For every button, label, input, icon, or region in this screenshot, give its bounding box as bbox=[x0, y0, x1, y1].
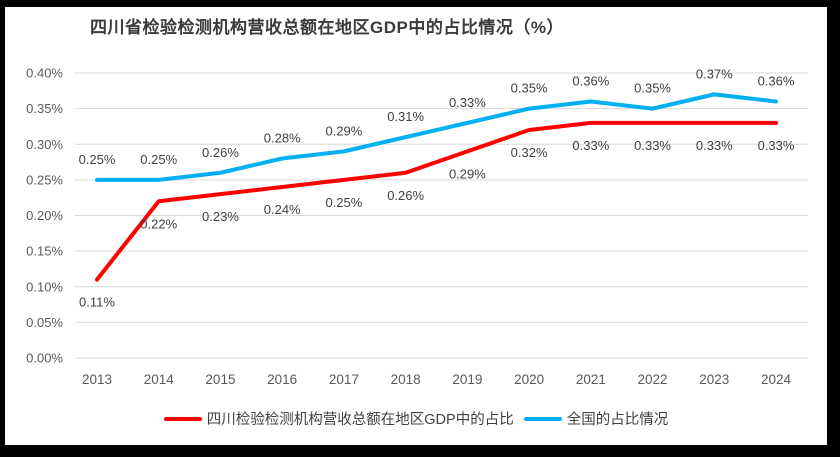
data-label: 0.11% bbox=[79, 295, 115, 310]
data-label: 0.37% bbox=[696, 66, 733, 81]
legend-label-sichuan: 四川检验检测机构营收总额在地区GDP中的占比 bbox=[206, 412, 514, 428]
series-line bbox=[95, 120, 779, 282]
y-tick-label: 0.40% bbox=[26, 66, 63, 81]
data-label: 0.29% bbox=[449, 166, 486, 181]
legend-line-swatch-blue bbox=[523, 416, 562, 421]
data-label: 0.29% bbox=[325, 123, 362, 138]
data-label: 0.35% bbox=[634, 81, 671, 96]
x-tick-label: 2021 bbox=[576, 372, 606, 387]
data-label: 0.33% bbox=[449, 95, 486, 110]
x-tick-label: 2020 bbox=[514, 372, 544, 387]
line-chart: 0.00% 0.05% 0.10% 0.15% 0.20% 0.25% 0.30% 0.35%… bbox=[26, 66, 808, 387]
data-label: 0.24% bbox=[264, 202, 301, 217]
x-tick-label: 2014 bbox=[144, 372, 175, 387]
data-label: 0.36% bbox=[758, 74, 795, 89]
x-tick-label: 2015 bbox=[205, 372, 235, 387]
x-tick-label: 2016 bbox=[267, 372, 297, 387]
x-tick-label: 2017 bbox=[329, 372, 359, 387]
data-label: 0.25% bbox=[325, 195, 362, 210]
data-label: 0.33% bbox=[696, 138, 733, 153]
y-tick-label: 0.00% bbox=[26, 351, 63, 366]
x-tick-label: 2018 bbox=[391, 372, 421, 387]
y-tick-label: 0.15% bbox=[26, 244, 63, 259]
legend-item-sichuan: 四川检验检测机构营收总额在地区GDP中的占比 bbox=[163, 408, 514, 429]
legend-label-national: 全国的占比情况 bbox=[566, 412, 669, 428]
data-label: 0.33% bbox=[572, 138, 609, 153]
y-tick-label: 0.05% bbox=[26, 315, 63, 330]
x-tick-label: 2022 bbox=[638, 372, 668, 387]
data-label: 0.25% bbox=[140, 152, 177, 167]
y-tick-label: 0.30% bbox=[26, 137, 63, 152]
legend-item-national: 全国的占比情况 bbox=[523, 408, 669, 429]
data-label: 0.35% bbox=[511, 81, 548, 96]
x-tick-label: 2024 bbox=[761, 372, 792, 387]
legend-line-swatch-red bbox=[163, 416, 202, 421]
data-label: 0.23% bbox=[202, 209, 239, 224]
x-tick-label: 2013 bbox=[82, 372, 112, 387]
data-label: 0.25% bbox=[79, 152, 116, 167]
y-tick-label: 0.20% bbox=[26, 208, 63, 223]
y-tick-label: 0.25% bbox=[26, 172, 63, 187]
data-label: 0.32% bbox=[511, 145, 548, 160]
data-label: 0.28% bbox=[264, 131, 301, 146]
data-label: 0.26% bbox=[387, 188, 424, 203]
data-label: 0.31% bbox=[387, 109, 424, 124]
data-label: 0.22% bbox=[140, 216, 177, 231]
data-label: 0.26% bbox=[202, 145, 239, 160]
y-tick-label: 0.10% bbox=[26, 279, 63, 294]
x-tick-label: 2023 bbox=[699, 372, 729, 387]
chart-legend: 四川检验检测机构营收总额在地区GDP中的占比 全国的占比情况 bbox=[5, 408, 827, 429]
data-label: 0.33% bbox=[758, 138, 795, 153]
series-line bbox=[95, 92, 779, 182]
chart-title: 四川省检验检测机构营收总额在地区GDP中的占比情况（%） bbox=[90, 18, 564, 37]
data-label: 0.36% bbox=[572, 74, 609, 89]
x-tick-label: 2019 bbox=[452, 372, 482, 387]
data-label: 0.33% bbox=[634, 138, 671, 153]
y-tick-label: 0.35% bbox=[26, 101, 63, 116]
